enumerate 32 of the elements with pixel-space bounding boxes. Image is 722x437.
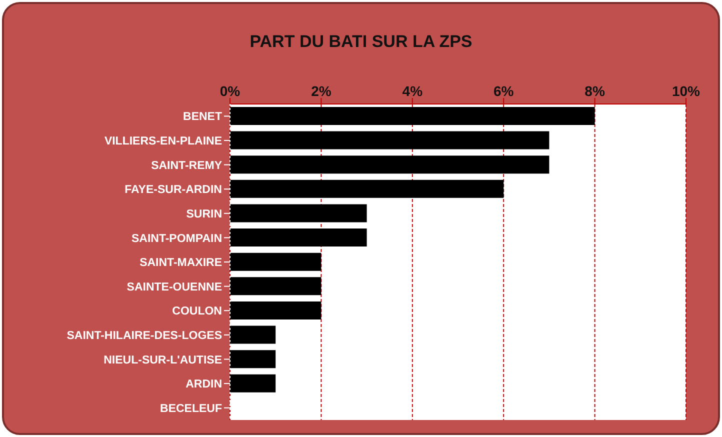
x-tick-label: 10% xyxy=(672,83,701,99)
x-tick-label: 6% xyxy=(493,83,514,99)
bar xyxy=(230,252,322,271)
bar xyxy=(230,326,276,344)
bar xyxy=(230,228,367,247)
bar xyxy=(230,107,595,125)
x-tick-label: 0% xyxy=(220,83,241,99)
bar xyxy=(230,204,367,222)
y-tick-label: BENET xyxy=(183,111,222,124)
bar xyxy=(230,131,550,150)
y-tick-label: SAINTE-OUENNE xyxy=(126,281,222,294)
bar xyxy=(230,301,322,320)
y-tick-label: SAINT-REMY xyxy=(151,160,222,172)
y-tick-label: FAYE-SUR-ARDIN xyxy=(124,184,222,196)
y-tick-label: VILLIERS-EN-PLAINE xyxy=(104,136,222,148)
y-tick-label: ARDIN xyxy=(186,378,222,391)
x-tick-label: 2% xyxy=(311,83,332,99)
bar xyxy=(230,374,276,392)
y-tick-label: COULON xyxy=(172,306,222,318)
y-tick-label: SAINT-HILAIRE-DES-LOGES xyxy=(66,330,222,342)
bar xyxy=(230,180,504,198)
y-tick-label: SURIN xyxy=(186,208,222,220)
chart-title: PART DU BATI SUR LA ZPS xyxy=(248,32,474,52)
bar xyxy=(230,277,322,296)
bar xyxy=(230,350,276,368)
y-tick-label: SAINT-MAXIRE xyxy=(140,257,222,270)
bar xyxy=(230,156,550,174)
y-tick-label: NIEUL-SUR-L'AUTISE xyxy=(104,354,222,366)
x-tick-label: 8% xyxy=(584,83,606,99)
x-tick-label: 4% xyxy=(402,83,424,99)
y-tick-label: BECELEUF xyxy=(160,402,222,415)
y-tick-label: SAINT-POMPAIN xyxy=(131,232,222,245)
